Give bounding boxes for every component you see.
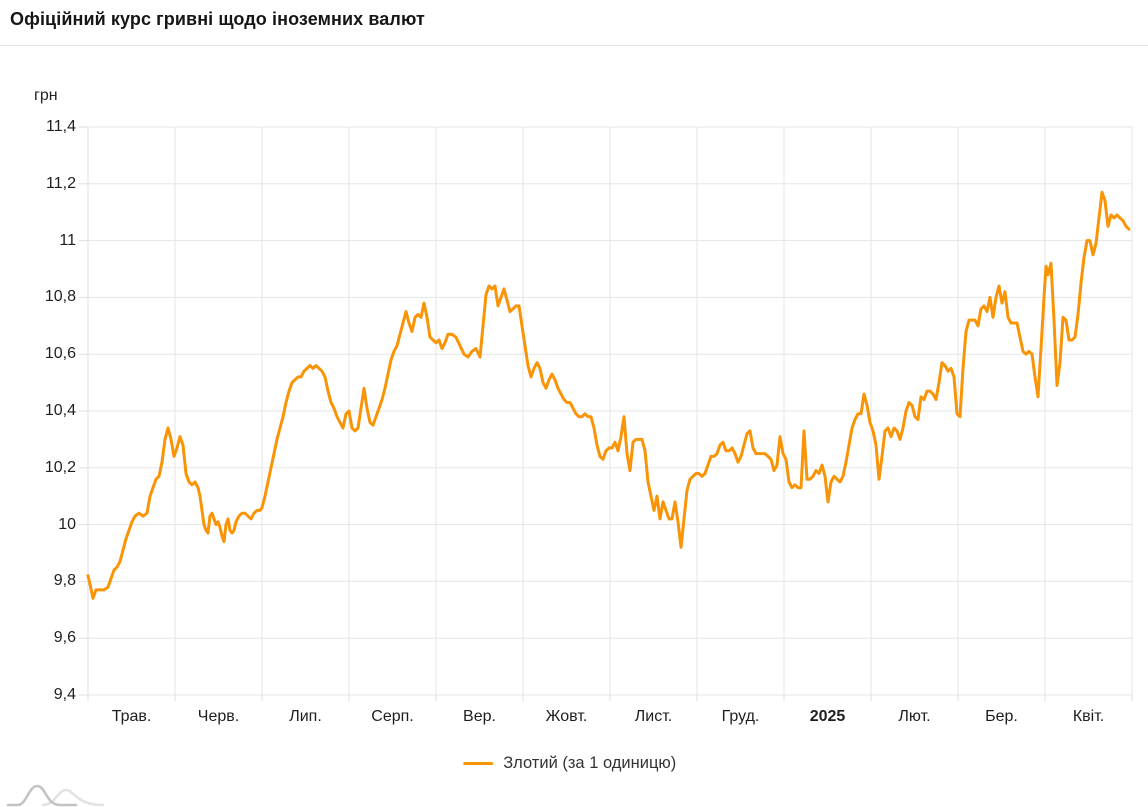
x-tick-label: Черв. xyxy=(197,708,240,725)
page-header: Офіційний курс гривні щодо іноземних вал… xyxy=(0,0,1148,46)
x-tick-label: Груд. xyxy=(721,708,760,725)
y-tick-label: 9,8 xyxy=(53,572,76,590)
x-tick-label: Квіт. xyxy=(1072,708,1105,725)
y-tick-label: 10,2 xyxy=(44,458,76,476)
legend-label: Злотий (за 1 одиницю) xyxy=(503,754,677,772)
legend-line-swatch xyxy=(463,762,494,765)
y-tick-label: 11,2 xyxy=(46,174,76,192)
x-tick-label: Трав. xyxy=(111,708,152,725)
y-tick-label: 10 xyxy=(58,515,76,533)
x-tick-label: Лист. xyxy=(634,708,673,725)
y-tick-label: 9,6 xyxy=(53,629,76,647)
y-tick-label: 10,4 xyxy=(44,402,76,419)
x-tick-label: 2025 xyxy=(809,708,846,725)
x-tick-label: Бер. xyxy=(985,708,1018,725)
x-tick-label: Жовт. xyxy=(545,708,588,725)
x-tick-label: Лют. xyxy=(898,708,931,725)
amcharts-logo[interactable] xyxy=(6,783,108,807)
y-tick-label: 9,4 xyxy=(53,686,76,703)
x-tick-label: Серп. xyxy=(371,708,414,725)
y-axis-unit-label: грн xyxy=(34,87,58,104)
series-line-zloty xyxy=(86,190,1131,600)
y-tick-label: 11 xyxy=(59,231,76,249)
x-tick-label: Вер. xyxy=(463,708,496,725)
y-tick-label: 10,6 xyxy=(44,345,76,363)
x-tick-label: Лип. xyxy=(289,708,322,725)
y-tick-label: 10,8 xyxy=(44,288,76,306)
legend-item-zloty[interactable]: Злотий (за 1 одиницю) xyxy=(463,754,676,773)
y-tick-label: 11,4 xyxy=(46,118,76,135)
page-title: Офіційний курс гривні щодо іноземних вал… xyxy=(10,9,425,29)
